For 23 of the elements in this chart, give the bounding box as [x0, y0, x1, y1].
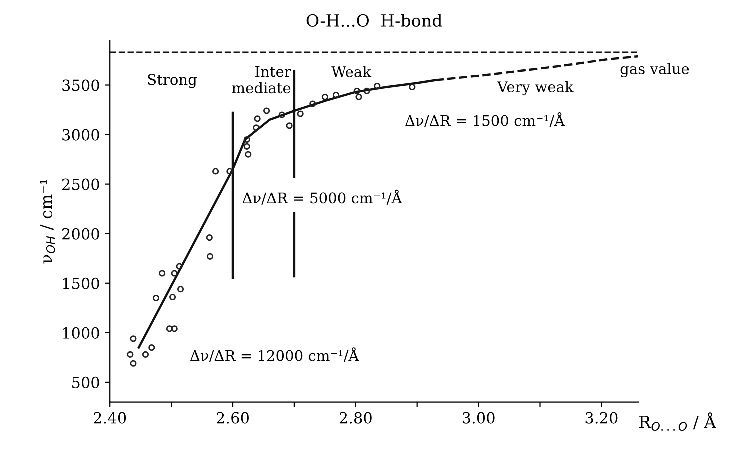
x-tick-label: 3.00: [462, 412, 495, 424]
y-tick-label: 1500: [63, 278, 100, 290]
chart-title: O-H...O H-bond: [306, 14, 442, 28]
annotation: Weak: [332, 66, 372, 78]
x-tick-label: 3.20: [586, 412, 618, 424]
y-tick-label: 2000: [62, 228, 100, 240]
annotation: Very weak: [497, 81, 574, 96]
x-tick-label: 2.40: [94, 412, 126, 424]
y-tick-label: 2500: [62, 178, 100, 190]
x-axis-title: R$_{O...O}$ / Å: [640, 412, 716, 432]
y-tick-label: 3500: [62, 80, 100, 92]
y-tick-label: 1000: [63, 327, 100, 339]
y-axis-title: ν$_{OH}$ / cm⁻¹: [40, 180, 56, 264]
annotation: Δν/ΔR = 12000 cm⁻¹/Å: [190, 348, 360, 362]
y-tick-label: 3000: [62, 129, 100, 141]
annotation: Inter mediate: [232, 66, 292, 94]
annotation: gas value: [620, 63, 690, 78]
annotation: Δν/ΔR = 1500 cm⁻¹/Å: [406, 112, 566, 128]
annotation: Δν/ΔR = 5000 cm⁻¹/Å: [242, 190, 402, 205]
y-tick-label: 500: [72, 376, 100, 388]
annotation: Strong: [148, 74, 197, 88]
x-tick-label: 2.80: [340, 412, 372, 424]
x-tick-label: 2.60: [217, 412, 249, 424]
